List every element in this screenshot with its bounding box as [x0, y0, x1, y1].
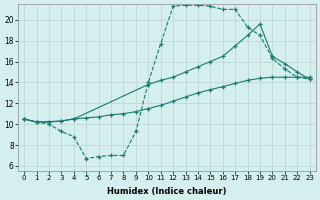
X-axis label: Humidex (Indice chaleur): Humidex (Indice chaleur): [107, 187, 227, 196]
